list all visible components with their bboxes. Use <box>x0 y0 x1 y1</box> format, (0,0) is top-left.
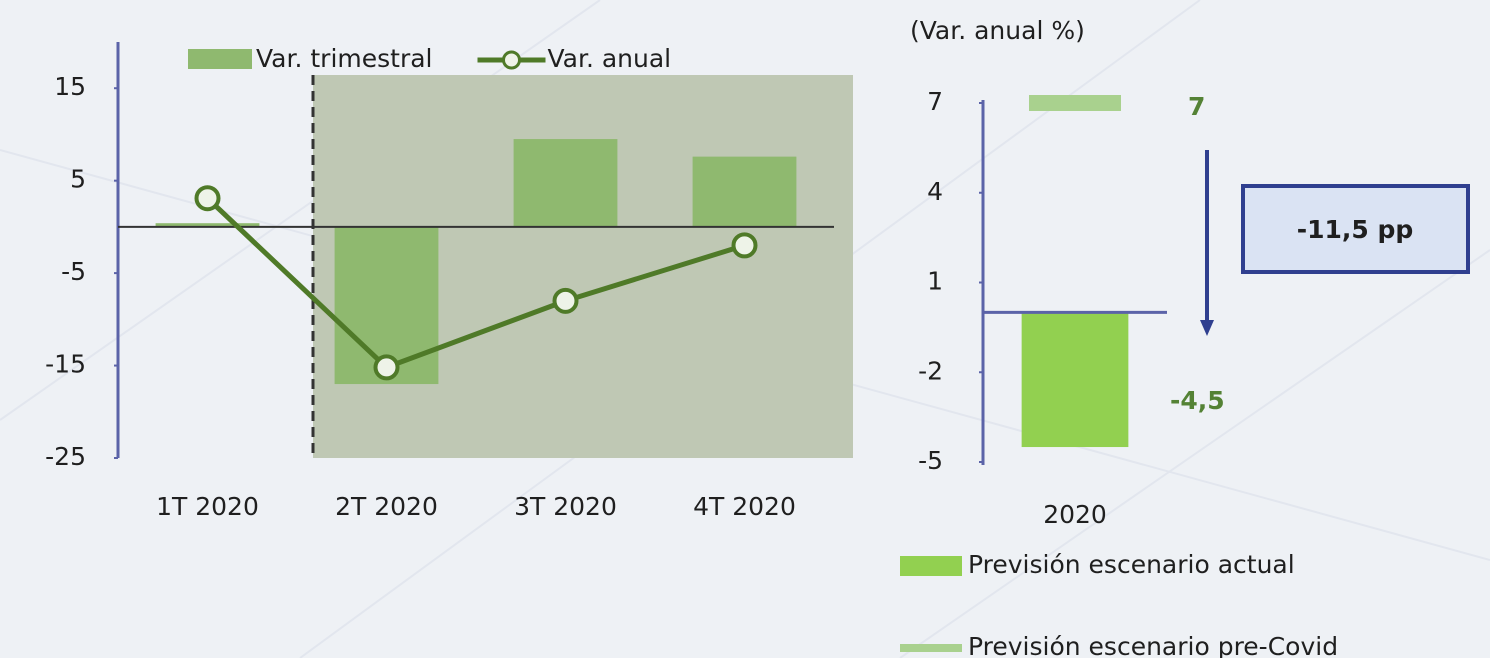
value-label: 7 <box>1188 92 1205 121</box>
legend-label: Var. anual <box>548 44 672 73</box>
x-tick-label: 2020 <box>1043 500 1107 529</box>
x-tick-label: 3T 2020 <box>514 492 617 521</box>
marker <box>552 287 579 314</box>
y-tick-label: 1 <box>927 267 943 296</box>
bar <box>513 139 618 227</box>
marker <box>194 185 221 212</box>
x-tick-label: 2T 2020 <box>335 492 438 521</box>
dash-bar <box>1029 95 1121 111</box>
y-tick-label: 7 <box>927 87 943 116</box>
x-tick-label: 1T 2020 <box>156 492 259 521</box>
arrow-head <box>1200 320 1214 336</box>
x-tick-label: 4T 2020 <box>693 492 796 521</box>
legend-label: Previsión escenario actual <box>968 550 1295 579</box>
legend-swatch <box>900 644 962 652</box>
y-tick-label: -2 <box>918 356 943 385</box>
y-tick-label: -5 <box>61 257 86 286</box>
y-tick-label: -25 <box>45 442 86 471</box>
bar <box>692 156 797 227</box>
legend-swatch <box>900 556 962 576</box>
annotation: -11,5 pp <box>1297 215 1414 244</box>
legend-swatch <box>188 49 252 69</box>
chart-title: (Var. anual %) <box>910 16 1085 45</box>
y-tick-label: 4 <box>927 177 943 206</box>
y-tick-label: 5 <box>70 165 86 194</box>
marker <box>731 232 758 259</box>
legend-label: Var. trimestral <box>256 44 433 73</box>
legend-marker <box>502 50 521 70</box>
y-tick-label: -5 <box>918 446 943 475</box>
y-tick-label: 15 <box>54 72 86 101</box>
bar <box>155 223 260 227</box>
marker <box>373 354 400 381</box>
y-tick-label: -15 <box>45 350 86 379</box>
bar <box>1021 312 1129 448</box>
line <box>205 196 746 371</box>
legend-label: Previsión escenario pre-Covid <box>968 632 1338 658</box>
annotation-box <box>1241 184 1470 274</box>
value-label: -4,5 <box>1170 386 1225 415</box>
